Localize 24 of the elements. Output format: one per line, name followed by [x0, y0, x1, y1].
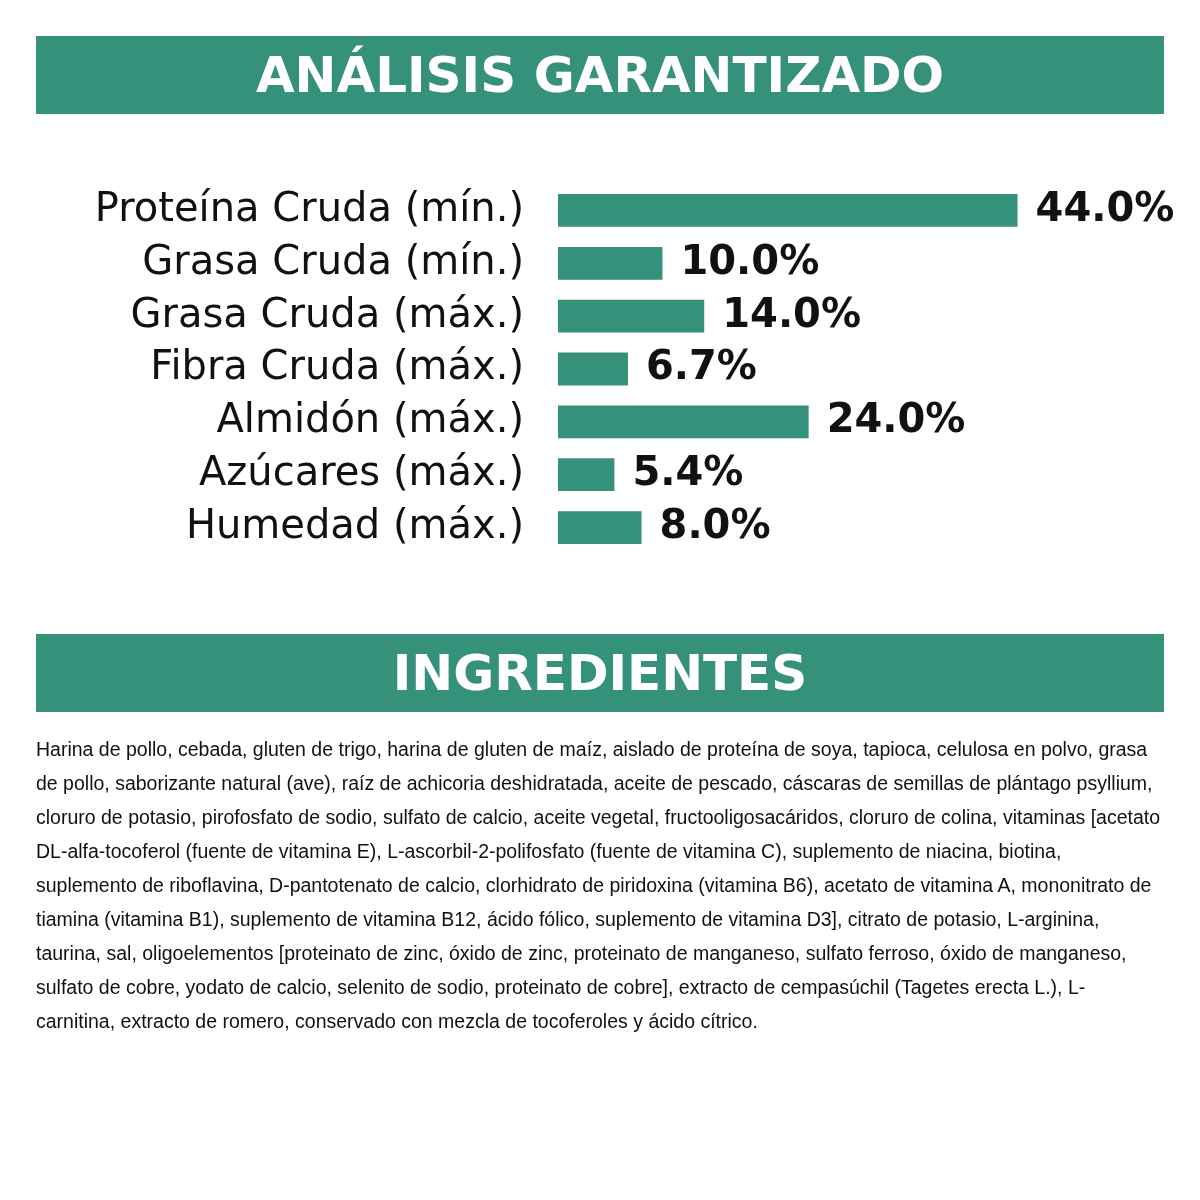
y-tick-label: Proteína Cruda (mín.)	[94, 183, 524, 230]
bar	[558, 299, 705, 333]
bar	[558, 511, 642, 544]
y-tick-label: Humedad (máx.)	[185, 500, 524, 547]
data-label: 24.0%	[826, 395, 966, 442]
text: Harina de pollo, cebada, gluten de trigo, harina de gluten de maíz, aislado de proteína de soya, tapioca, celulosa en polvo, grasa de pollo, saborizante natural (ave), raíz de achicoria deshidratada, aceite de pescado, cáscaras de semillas de plántago psyllium, cloruro de potasio, pirofosfato de sodio, sulfato de calcio, aceite vegetal, fructooligosacáridos, cloruro de colina, vitaminas [acetato DL-alfa-tocoferol (fuente de vitamina E), L-ascorbil-2-polifosfato (fuente de vitamina C), suplemento de niacina, biotina, suplemento de riboflavina, D-pantotenato de calcio, clorhidrato de piridoxina (vitamina B6), acetato de vitamina A, mononitrato de tiamina (vitamina B1), suplemento de vitamina B12, ácido fólico, suplemento de vitamina D3], citrato de potasio, L-arginina, taurina, sal, oligoelementos [proteinato de zinc, óxido de zinc, proteinato de manganeso, sulfato ferroso, óxido de manganeso, sulfato de cobre, yodato de calcio, selenito de sodio, proteinato de cobre], extracto de cempasúchil (Tagetes erecta L.), L-carnitina, extracto de romero, conservado con mezcla de tocoferoles y ácido cítrico.	[36, 738, 1161, 1032]
data-label: 5.4%	[632, 448, 744, 495]
y-tick-label: Grasa Cruda (máx.)	[130, 289, 524, 336]
text: INGREDIENTES	[36, 634, 1164, 712]
data-label: 8.0%	[659, 500, 771, 547]
y-tick-label: Almidón (máx.)	[216, 395, 524, 442]
y-tick-label: Grasa Cruda (mín.)	[142, 236, 524, 283]
y-tick-label: Azúcares (máx.)	[198, 448, 524, 495]
bar	[558, 458, 615, 492]
bar	[558, 246, 663, 280]
data-label: 14.0%	[722, 289, 861, 336]
bar	[558, 405, 809, 439]
bar	[558, 194, 1018, 227]
y-tick-label: Fibra Cruda (máx.)	[150, 342, 524, 389]
data-label: 44.0%	[1035, 183, 1175, 230]
bar	[558, 352, 628, 386]
chart-title: ANÁLISIS GARANTIZADO	[36, 36, 1164, 114]
data-label: 6.7%	[645, 342, 757, 389]
data-label: 10.0%	[680, 236, 820, 283]
